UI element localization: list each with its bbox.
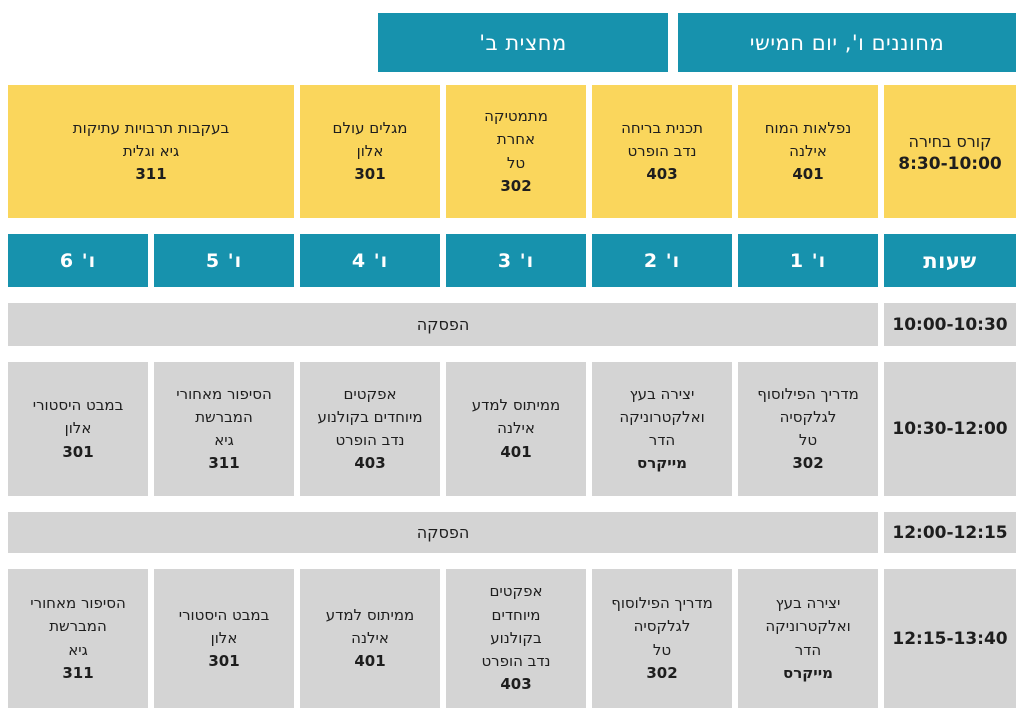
course-title: תכנית בריחה נדב הופרט xyxy=(621,118,703,160)
day-header-5: ו' 5 xyxy=(154,234,294,287)
time-cell: 12:00-12:15 xyxy=(884,512,1016,553)
course-room: 301 xyxy=(354,165,386,184)
course-title: אפקטים מיוחדים בקולנוע נדב הופרט xyxy=(481,582,551,671)
course-cell: הסיפור מאחורי המברשת גיא 311 xyxy=(154,362,294,496)
day-header-2: ו' 2 xyxy=(592,234,732,287)
course-title: הסיפור מאחורי המברשת גיא xyxy=(176,384,272,450)
elective-course-cell: תכנית בריחה נדב הופרט 403 xyxy=(592,85,732,218)
course-room: 302 xyxy=(646,663,678,682)
course-cell: הסיפור מאחורי המברשת גיא 311 xyxy=(8,569,148,708)
break-bar: הפסקה xyxy=(8,303,878,346)
course-title: מדריך הפילוסוף לגלקסיה טל xyxy=(757,384,859,450)
elective-course-cell: מתמטיקה אחרת טל 302 xyxy=(446,85,586,218)
course-title: יצירה בעץ ואלקטרוניקה הדר xyxy=(619,384,705,450)
elective-course-cell: נפלאות המוח אילנה 401 xyxy=(738,85,878,218)
course-cell: אפקטים מיוחדים בקולנוע נדב הופרט 403 xyxy=(300,362,440,496)
course-title: בעקבות תרבויות עתיקות גיא וגלית xyxy=(72,118,230,160)
course-room: 311 xyxy=(135,165,167,184)
course-cell: מדריך הפילוסוף לגלקסיה טל 302 xyxy=(592,569,732,708)
hours-header: שעות xyxy=(884,234,1016,287)
time-cell: 10:00-10:30 xyxy=(884,303,1016,346)
course-room: 301 xyxy=(62,442,94,461)
schedule-page: מחוננים ו', יום חמישי מחצית ב' קורס בחיר… xyxy=(8,13,1016,708)
course-cell: מדריך הפילוסוף לגלקסיה טל 302 xyxy=(738,362,878,496)
banner-semester: מחצית ב' xyxy=(378,13,668,72)
course-room: 311 xyxy=(62,663,94,682)
course-cell: יצירה בעץ ואלקטרוניקה הדר מייקרס xyxy=(738,569,878,708)
course-title: מגלים עולם אלון xyxy=(332,118,408,160)
course-room: 403 xyxy=(354,454,386,473)
elective-header-cell: קורס בחירה 8:30-10:00 xyxy=(884,85,1016,218)
schedule-grid: קורס בחירה 8:30-10:00 נפלאות המוח אילנה … xyxy=(8,85,1016,708)
elective-header-title: קורס בחירה xyxy=(908,131,992,151)
course-cell: יצירה בעץ ואלקטרוניקה הדר מייקרס xyxy=(592,362,732,496)
time-cell: 12:15-13:40 xyxy=(884,569,1016,708)
elective-header-time: 8:30-10:00 xyxy=(898,154,1002,175)
course-cell: ממיתוס למדע אילנה 401 xyxy=(300,569,440,708)
elective-course-cell: בעקבות תרבויות עתיקות גיא וגלית 311 xyxy=(8,85,294,218)
course-room: 311 xyxy=(208,454,240,473)
day-header-4: ו' 4 xyxy=(300,234,440,287)
course-room: 401 xyxy=(354,652,386,671)
course-cell: במבט היסטורי אלון 301 xyxy=(8,362,148,496)
course-title: נפלאות המוח אילנה xyxy=(764,118,852,160)
course-title: ממיתוס למדע אילנה xyxy=(325,605,415,647)
day-header-6: ו' 6 xyxy=(8,234,148,287)
course-room: 401 xyxy=(792,165,824,184)
course-title: במבט היסטורי אלון xyxy=(178,605,270,647)
course-room: 302 xyxy=(500,176,532,195)
course-title: מדריך הפילוסוף לגלקסיה טל xyxy=(611,594,713,659)
banner-day-title: מחוננים ו', יום חמישי xyxy=(678,13,1016,72)
course-room: 403 xyxy=(500,675,532,694)
course-room: מייקרס xyxy=(783,663,833,682)
course-cell: במבט היסטורי אלון 301 xyxy=(154,569,294,708)
elective-course-cell: מגלים עולם אלון 301 xyxy=(300,85,440,218)
day-header-1: ו' 1 xyxy=(738,234,878,287)
course-room: 401 xyxy=(500,442,532,461)
course-cell: אפקטים מיוחדים בקולנוע נדב הופרט 403 xyxy=(446,569,586,708)
day-header-3: ו' 3 xyxy=(446,234,586,287)
course-title: אפקטים מיוחדים בקולנוע נדב הופרט xyxy=(317,384,423,450)
course-title: הסיפור מאחורי המברשת גיא xyxy=(30,594,126,659)
course-title: מתמטיקה אחרת טל xyxy=(484,107,548,172)
course-title: ממיתוס למדע אילנה xyxy=(471,396,561,438)
banner-row: מחוננים ו', יום חמישי מחצית ב' xyxy=(8,13,1016,72)
time-cell: 10:30-12:00 xyxy=(884,362,1016,496)
course-room: 403 xyxy=(646,165,678,184)
course-title: יצירה בעץ ואלקטרוניקה הדר xyxy=(765,594,851,659)
course-room: מייקרס xyxy=(637,454,687,473)
course-title: במבט היסטורי אלון xyxy=(32,396,124,438)
course-cell: ממיתוס למדע אילנה 401 xyxy=(446,362,586,496)
course-room: 301 xyxy=(208,652,240,671)
break-bar: הפסקה xyxy=(8,512,878,553)
course-room: 302 xyxy=(792,454,824,473)
